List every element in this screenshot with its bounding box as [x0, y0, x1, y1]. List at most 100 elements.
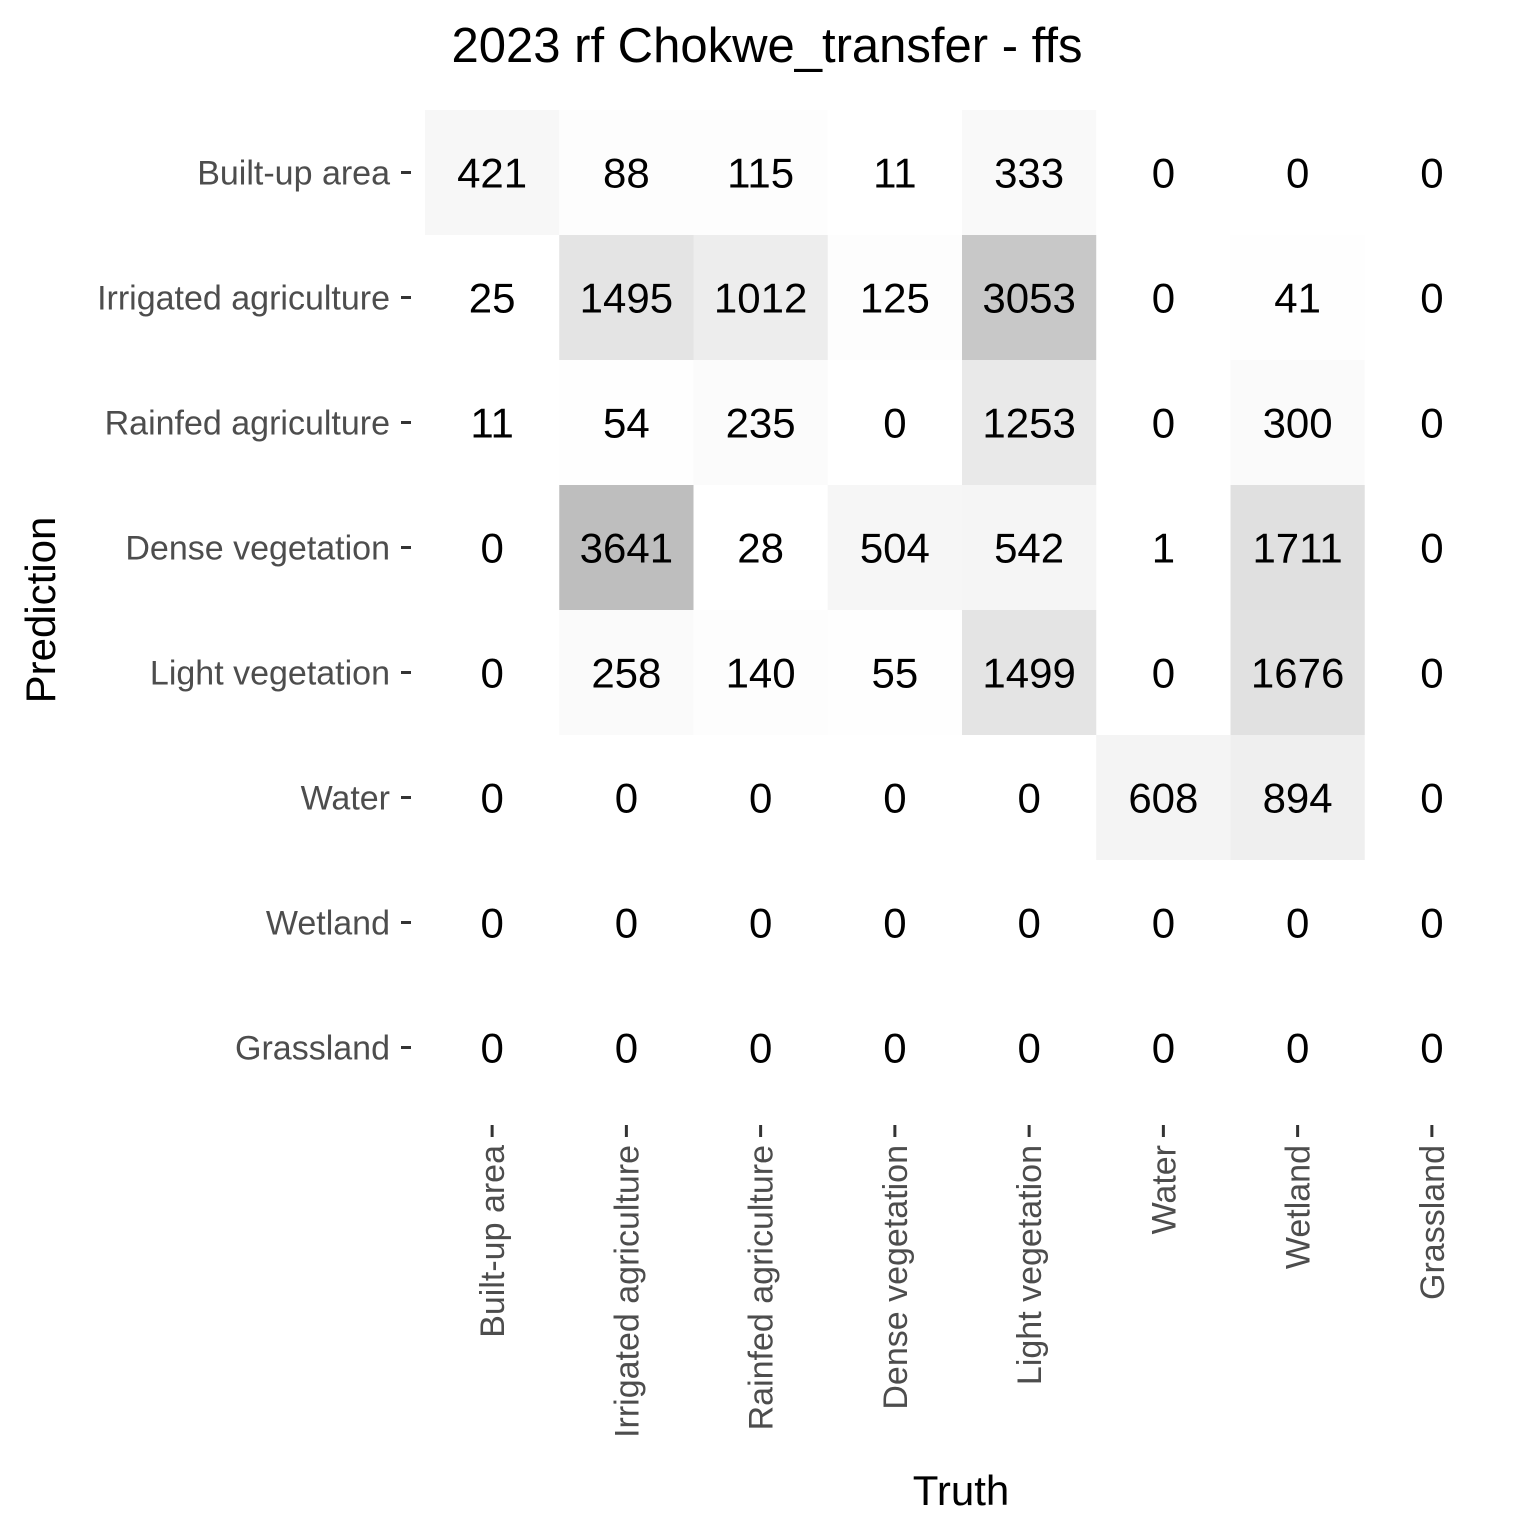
- cell-value-irrigated-agriculture-grassland: 0: [1420, 275, 1443, 322]
- chart-title: 2023 rf Chokwe_transfer - ffs: [452, 19, 1083, 73]
- x-tick-label-built-up-area: Built-up area: [474, 1145, 512, 1338]
- x-tick-label-wetland: Wetland: [1280, 1145, 1318, 1269]
- cell-value-light-vegetation-light-vegetation: 1499: [982, 650, 1075, 697]
- heatmap-cell-rainfed-agriculture-wetland: [1230, 360, 1366, 486]
- cell-value-rainfed-agriculture-light-vegetation: 1253: [982, 400, 1075, 447]
- cell-value-water-wetland: 894: [1263, 775, 1333, 822]
- heatmap-cell-light-vegetation-irrigated-agriculture: [559, 610, 694, 736]
- heatmap-cell-rainfed-agriculture-irrigated-agriculture: [559, 360, 694, 486]
- cell-value-irrigated-agriculture-irrigated-agriculture: 1495: [580, 275, 673, 322]
- heatmap-cell-irrigated-agriculture-water: [1096, 235, 1231, 361]
- heatmap-cell-grassland-dense-vegetation: [827, 985, 963, 1111]
- cell-value-irrigated-agriculture-built-up-area: 25: [469, 275, 516, 322]
- cell-value-irrigated-agriculture-rainfed-agriculture: 1012: [714, 275, 807, 322]
- cell-value-water-built-up-area: 0: [480, 775, 503, 822]
- y-tick-label-light-vegetation: Light vegetation: [150, 655, 390, 693]
- cell-value-grassland-dense-vegetation: 0: [883, 1025, 906, 1072]
- heatmap-cell-dense-vegetation-wetland: [1230, 485, 1366, 611]
- cell-value-water-grassland: 0: [1420, 775, 1443, 822]
- y-axis: Built-up area Irrigated agriculture Rainfe…: [97, 155, 411, 1068]
- heatmap-cell-wetland-water: [1096, 860, 1231, 986]
- heatmap-cell-rainfed-agriculture-light-vegetation: [962, 360, 1097, 486]
- cell-value-grassland-irrigated-agriculture: 0: [615, 1025, 638, 1072]
- cell-value-dense-vegetation-water: 1: [1152, 525, 1175, 572]
- cell-value-dense-vegetation-grassland: 0: [1420, 525, 1443, 572]
- heatmap-cell-irrigated-agriculture-grassland: [1364, 235, 1500, 361]
- heatmap-cell-rainfed-agriculture-grassland: [1364, 360, 1500, 486]
- heatmap-cell-irrigated-agriculture-wetland: [1230, 235, 1366, 361]
- heatmap-cell-irrigated-agriculture-light-vegetation: [962, 235, 1097, 361]
- heatmap-cell-irrigated-agriculture-built-up-area: [425, 235, 560, 361]
- cell-value-water-light-vegetation: 0: [1017, 775, 1040, 822]
- x-tick-label-rainfed-agriculture: Rainfed agriculture: [743, 1145, 781, 1430]
- heatmap-cell-dense-vegetation-rainfed-agriculture: [693, 485, 829, 611]
- y-tick-label-rainfed-agriculture: Rainfed agriculture: [105, 405, 390, 443]
- cell-value-light-vegetation-irrigated-agriculture: 258: [591, 650, 661, 697]
- cell-value-rainfed-agriculture-grassland: 0: [1420, 400, 1443, 447]
- x-tick-label-irrigated-agriculture: Irrigated agriculture: [608, 1145, 646, 1438]
- heatmap-cell-built-up-area-irrigated-agriculture: [559, 110, 694, 236]
- cell-value-built-up-area-water: 0: [1152, 150, 1175, 197]
- cell-value-dense-vegetation-rainfed-agriculture: 28: [737, 525, 784, 572]
- cell-value-dense-vegetation-light-vegetation: 542: [994, 525, 1064, 572]
- heatmap-cell-dense-vegetation-built-up-area: [425, 485, 560, 611]
- cell-value-irrigated-agriculture-dense-vegetation: 125: [860, 275, 930, 322]
- heatmap-cell-light-vegetation-built-up-area: [425, 610, 560, 736]
- heatmap-cell-rainfed-agriculture-water: [1096, 360, 1231, 486]
- heatmap-cell-dense-vegetation-grassland: [1364, 485, 1500, 611]
- cell-value-water-water: 608: [1128, 775, 1198, 822]
- cell-value-water-dense-vegetation: 0: [883, 775, 906, 822]
- y-tick-label-water: Water: [301, 780, 390, 818]
- cell-value-built-up-area-dense-vegetation: 11: [873, 150, 917, 197]
- heatmap-cell-built-up-area-light-vegetation: [962, 110, 1097, 236]
- cell-value-light-vegetation-dense-vegetation: 55: [872, 650, 919, 697]
- heatmap-cell-light-vegetation-rainfed-agriculture: [693, 610, 829, 736]
- heatmap-cell-water-light-vegetation: [962, 735, 1097, 861]
- heatmap-cell-wetland-irrigated-agriculture: [559, 860, 694, 986]
- heatmap-cell-built-up-area-water: [1096, 110, 1231, 236]
- cell-value-grassland-light-vegetation: 0: [1017, 1025, 1040, 1072]
- heatmap-cell-wetland-wetland: [1230, 860, 1366, 986]
- x-tick-label-water: Water: [1145, 1145, 1183, 1234]
- heatmap-cell-wetland-rainfed-agriculture: [693, 860, 829, 986]
- cell-value-wetland-dense-vegetation: 0: [883, 900, 906, 947]
- y-tick-label-grassland: Grassland: [235, 1030, 390, 1068]
- heatmap-cell-dense-vegetation-water: [1096, 485, 1231, 611]
- x-tick-label-light-vegetation: Light vegetation: [1011, 1145, 1049, 1385]
- cell-value-light-vegetation-built-up-area: 0: [480, 650, 503, 697]
- cell-value-water-irrigated-agriculture: 0: [615, 775, 638, 822]
- heatmap-cell-water-dense-vegetation: [827, 735, 963, 861]
- cell-value-wetland-grassland: 0: [1420, 900, 1443, 947]
- heatmap-cell-light-vegetation-dense-vegetation: [827, 610, 963, 736]
- heatmap-cell-irrigated-agriculture-dense-vegetation: [827, 235, 963, 361]
- cell-value-rainfed-agriculture-irrigated-agriculture: 54: [603, 400, 650, 447]
- heatmap-cell-grassland-rainfed-agriculture: [693, 985, 829, 1111]
- heatmap-cell-built-up-area-built-up-area: [425, 110, 560, 236]
- cell-value-dense-vegetation-dense-vegetation: 504: [860, 525, 930, 572]
- heatmap-cell-grassland-irrigated-agriculture: [559, 985, 694, 1111]
- heatmap-cell-light-vegetation-grassland: [1364, 610, 1500, 736]
- heatmap-cell-light-vegetation-wetland: [1230, 610, 1366, 736]
- heatmap-cell-water-wetland: [1230, 735, 1366, 861]
- cell-value-dense-vegetation-wetland: 1711: [1252, 525, 1342, 572]
- heatmap-cell-grassland-light-vegetation: [962, 985, 1097, 1111]
- cell-value-irrigated-agriculture-water: 0: [1152, 275, 1175, 322]
- x-axis-title: Truth: [913, 1467, 1009, 1514]
- heatmap-cell-rainfed-agriculture-dense-vegetation: [827, 360, 963, 486]
- heatmap-cell-irrigated-agriculture-irrigated-agriculture: [559, 235, 694, 361]
- cell-value-dense-vegetation-irrigated-agriculture: 3641: [580, 525, 673, 572]
- x-tick-label-dense-vegetation: Dense vegetation: [877, 1145, 915, 1410]
- cell-value-built-up-area-light-vegetation: 333: [994, 150, 1064, 197]
- heatmap-cell-grassland-water: [1096, 985, 1231, 1111]
- cell-value-rainfed-agriculture-rainfed-agriculture: 235: [726, 400, 796, 447]
- y-tick-label-irrigated-agriculture: Irrigated agriculture: [97, 280, 390, 318]
- cell-value-irrigated-agriculture-light-vegetation: 3053: [982, 275, 1075, 322]
- cell-value-light-vegetation-rainfed-agriculture: 140: [726, 650, 796, 697]
- cell-value-built-up-area-wetland: 0: [1286, 150, 1309, 197]
- heatmap-cell-light-vegetation-water: [1096, 610, 1231, 736]
- heatmap-cell-wetland-built-up-area: [425, 860, 560, 986]
- y-tick-label-dense-vegetation: Dense vegetation: [125, 530, 390, 568]
- cell-value-wetland-rainfed-agriculture: 0: [749, 900, 772, 947]
- cell-value-light-vegetation-grassland: 0: [1420, 650, 1443, 697]
